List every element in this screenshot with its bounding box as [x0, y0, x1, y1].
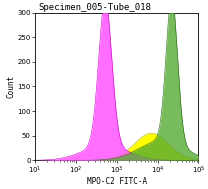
Text: Specimen_005-Tube_018: Specimen_005-Tube_018	[38, 3, 151, 12]
Y-axis label: Count: Count	[7, 75, 16, 98]
X-axis label: MPO-C2 FITC-A: MPO-C2 FITC-A	[87, 177, 147, 186]
